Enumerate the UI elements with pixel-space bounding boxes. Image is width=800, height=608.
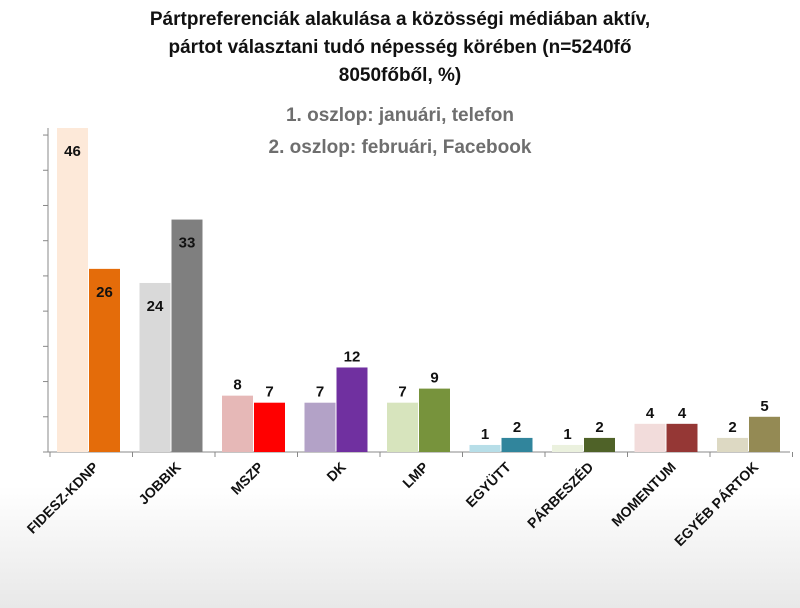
chart-title-line-1: Pártpreferenciák alakulása a közösségi m… bbox=[149, 9, 651, 30]
bar-egyéb pártok-s1 bbox=[717, 437, 748, 452]
bar-egyéb pártok-s2 bbox=[749, 416, 780, 452]
category-label: PÁRBESZÉD bbox=[524, 459, 596, 531]
data-label: 7 bbox=[265, 384, 273, 401]
data-label: 1 bbox=[481, 426, 489, 443]
data-label: 4 bbox=[646, 405, 655, 422]
category-label: FIDESZ-KDNP bbox=[24, 459, 102, 537]
category-label: MOMENTUM bbox=[608, 459, 679, 530]
bar-momentum-s1 bbox=[634, 423, 666, 452]
bar-lmp-s1 bbox=[387, 402, 418, 452]
data-label: 46 bbox=[64, 143, 81, 160]
bar-fidesz-kdnp-s2 bbox=[89, 268, 120, 452]
chart-subtitle-1: 1. oszlop: januári, telefon bbox=[285, 105, 515, 126]
data-label: 4 bbox=[678, 405, 687, 422]
bar-mszp-s2 bbox=[254, 402, 285, 452]
data-label: 24 bbox=[147, 298, 164, 315]
data-label: 26 bbox=[96, 284, 113, 301]
bar-együtt-s1 bbox=[469, 444, 501, 452]
category-label: EGYÜTT bbox=[462, 458, 514, 510]
bar-jobbik-s2 bbox=[171, 219, 203, 452]
bar-dk-s1 bbox=[304, 402, 336, 452]
bar-dk-s2 bbox=[336, 367, 368, 452]
category-label: DK bbox=[323, 459, 349, 485]
chart-title-line-3: 8050főből, %) bbox=[338, 65, 462, 86]
data-label: 33 bbox=[179, 235, 196, 252]
category-label: MSZP bbox=[228, 459, 267, 498]
bar-momentum-s2 bbox=[666, 423, 698, 452]
bar-együtt-s2 bbox=[501, 437, 533, 452]
data-label: 2 bbox=[595, 419, 603, 436]
category-label: JOBBIK bbox=[135, 459, 184, 508]
data-label: 9 bbox=[430, 370, 438, 387]
chart-subtitle-2: 2. oszlop: februári, Facebook bbox=[268, 137, 532, 158]
data-label: 2 bbox=[728, 419, 736, 436]
data-label: 2 bbox=[513, 419, 521, 436]
chart-title: Pártpreferenciák alakulása a közösségi m… bbox=[0, 6, 800, 90]
data-label: 7 bbox=[316, 384, 324, 401]
data-label: 8 bbox=[233, 377, 241, 394]
bar-fidesz-kdnp-s1 bbox=[57, 128, 88, 452]
bar-mszp-s1 bbox=[222, 395, 253, 452]
data-label: 1 bbox=[563, 426, 571, 443]
chart-title-line-2: pártot választani tudó népesség körében … bbox=[168, 37, 632, 58]
bar-párbeszéd-s2 bbox=[584, 437, 615, 452]
bar-jobbik-s1 bbox=[139, 282, 171, 452]
bar-párbeszéd-s1 bbox=[552, 444, 583, 452]
data-label: 7 bbox=[398, 384, 406, 401]
bar-lmp-s2 bbox=[419, 388, 450, 452]
category-label: LMP bbox=[399, 459, 431, 491]
data-label: 12 bbox=[344, 348, 361, 365]
category-label: EGYÉB PÁRTOK bbox=[671, 459, 761, 549]
data-label: 5 bbox=[760, 398, 768, 415]
